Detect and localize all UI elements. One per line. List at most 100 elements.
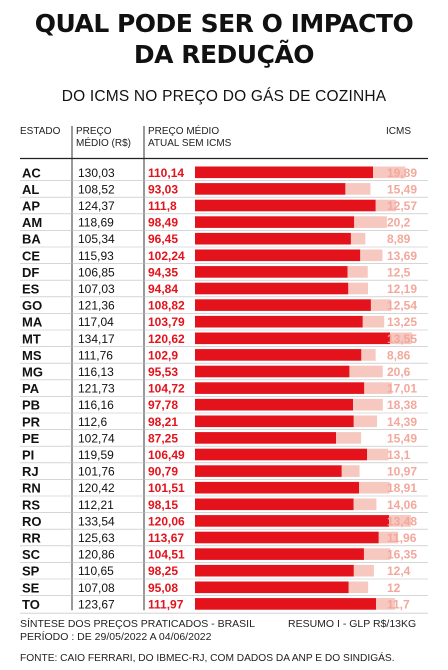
table-rows: AC 130,03 110,14 19,89 AL 108,52 93,03 15,49 AP 1… (20, 165, 428, 612)
table-row-pa: PA 121,73 104,72 17,01 (20, 379, 428, 396)
sem-icms-value: 106,49 (148, 448, 185, 462)
table-row-go: GO 121,36 108,82 12,54 (20, 296, 428, 313)
icms-value: 8,89 (387, 232, 411, 246)
state-code: PA (22, 381, 40, 396)
icms-value: 20,2 (387, 216, 411, 230)
bar-sem-icms (195, 415, 354, 428)
table-row-pi: PI 119,59 106,49 13,1 (20, 445, 428, 463)
sem-icms-value: 95,53 (148, 365, 178, 379)
table-row-pe: PE 102,74 87,25 15,49 (20, 429, 428, 446)
sem-icms-value: 94,35 (148, 265, 178, 279)
icms-value: 12,4 (387, 564, 411, 578)
sem-icms-value: 102,9 (148, 348, 178, 362)
bar-sem-icms (195, 299, 371, 311)
bar-icms (353, 398, 383, 411)
preco-medio-value: 115,93 (78, 249, 114, 263)
state-code: GO (22, 298, 42, 313)
bar-sem-icms (195, 448, 368, 461)
table-row-pr: PR 112,6 98,21 14,39 (20, 412, 428, 429)
bar-sem-icms (195, 531, 379, 544)
preco-medio-value: 107,08 (78, 581, 115, 595)
sem-icms-value: 120,62 (148, 332, 185, 346)
header-preco-medio-line-1: PREÇO (76, 126, 112, 137)
bar-icms (361, 349, 376, 361)
bar-icms (359, 481, 390, 494)
state-code: RR (22, 531, 41, 546)
preco-medio-value: 120,86 (78, 548, 115, 562)
icms-value: 13,1 (387, 448, 411, 462)
bar-icms (354, 216, 387, 228)
table-row-se: SE 107,08 95,08 12 (20, 578, 428, 595)
table-row-rj: RJ 101,76 90,79 10,97 (20, 462, 428, 479)
state-code: PB (22, 398, 40, 413)
table-row-df: DF 106,85 94,35 12,5 (20, 263, 428, 280)
bar-sem-icms (195, 315, 363, 328)
sem-icms-value: 111,97 (148, 597, 184, 611)
bar-sem-icms (195, 581, 349, 594)
sem-icms-value: 93,03 (148, 182, 178, 196)
preco-medio-value: 133,54 (78, 514, 115, 528)
icms-value: 13,55 (387, 332, 417, 346)
preco-medio-value: 102,74 (78, 431, 115, 445)
bar-icms (364, 382, 392, 394)
title-line-2: DA REDUÇÃO (133, 40, 315, 69)
bar-icms (373, 166, 406, 179)
icms-value: 11,7 (387, 597, 410, 611)
bar-icms (367, 448, 389, 461)
icms-value: 13,48 (387, 514, 417, 528)
sem-icms-value: 96,45 (148, 232, 178, 246)
bar-sem-icms (195, 515, 390, 527)
bar-icms (389, 515, 411, 527)
state-code: AM (22, 215, 42, 230)
state-code: MS (22, 348, 42, 363)
sem-icms-value: 120,06 (148, 514, 185, 528)
bar-sem-icms (195, 232, 351, 245)
bar-sem-icms (195, 349, 362, 361)
bar-icms (360, 249, 383, 262)
bar-sem-icms (195, 249, 361, 262)
table-row-ba: BA 105,34 96,45 8,89 (20, 230, 428, 247)
bar-icms (350, 232, 366, 245)
preco-medio-value: 121,36 (78, 299, 115, 313)
state-code: AP (22, 199, 40, 214)
table-row-ce: CE 115,93 102,24 13,69 (20, 246, 428, 263)
preco-medio-value: 117,04 (78, 315, 114, 329)
state-code: DF (22, 265, 39, 280)
footer-periodo: PERÍODO : DE 29/05/2022 A 04/06/2022 (20, 631, 212, 643)
bar-icms (362, 315, 385, 328)
sem-icms-value: 94,84 (148, 282, 178, 296)
chart-subtitle: DO ICMS NO PREÇO DO GÁS DE COZINHA (61, 88, 387, 105)
footer-sintese: SÍNTESE DOS PREÇOS PRATICADOS - BRASIL (20, 618, 255, 630)
state-code: CE (22, 248, 40, 263)
preco-medio-value: 124,37 (78, 199, 115, 213)
preco-medio-value: 112,6 (78, 415, 107, 429)
bar-icms (375, 199, 397, 212)
header-sem-icms-line-1: PREÇO MÉDIO (148, 126, 220, 137)
sem-icms-value: 98,25 (148, 564, 178, 578)
preco-medio-value: 120,42 (78, 481, 115, 495)
bar-icms (378, 531, 399, 544)
preco-medio-value: 106,85 (78, 265, 115, 279)
sem-icms-value: 111,8 (148, 199, 177, 213)
table-row-ac: AC 130,03 110,14 19,89 (22, 165, 417, 180)
bar-icms (353, 564, 374, 577)
state-code: TO (22, 597, 40, 612)
bar-sem-icms (195, 199, 376, 212)
table-row-pb: PB 116,16 97,78 18,38 (20, 396, 428, 413)
table-row-mt: MT 134,17 120,62 13,55 (20, 329, 428, 346)
header-icms: ICMS (386, 126, 411, 137)
table-row-sp: SP 110,65 98,25 12,4 (20, 562, 428, 579)
icms-value: 15,49 (387, 431, 417, 445)
preco-medio-value: 134,17 (78, 332, 115, 346)
bar-sem-icms (195, 432, 337, 444)
header-preco-medio-line-2: MÉDIO (R$) (76, 138, 131, 149)
icms-value: 17,01 (387, 382, 417, 396)
sem-icms-value: 110,14 (148, 166, 184, 180)
preco-medio-value: 107,03 (78, 282, 115, 296)
state-code: AL (22, 182, 39, 197)
bar-icms (370, 299, 392, 311)
bar-sem-icms (195, 166, 374, 179)
icms-value: 12,5 (387, 265, 411, 279)
sem-icms-value: 104,51 (148, 548, 185, 562)
table-row-es: ES 107,03 94,84 12,19 (20, 279, 428, 297)
